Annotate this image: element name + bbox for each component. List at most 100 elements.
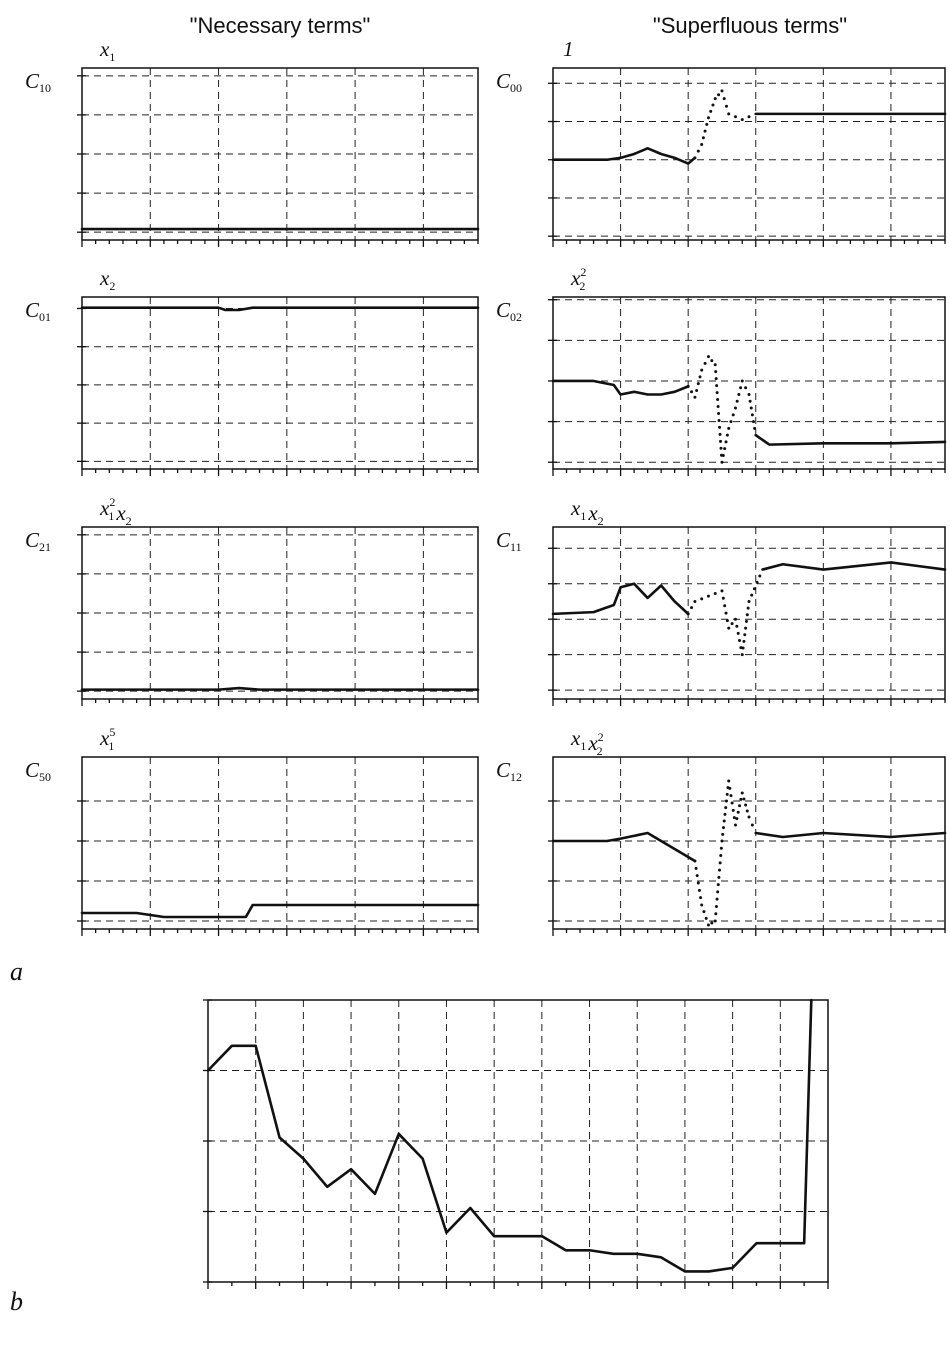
coefficient-label: C10 <box>25 69 51 95</box>
data-point <box>749 406 753 410</box>
chart-sigma <box>203 998 829 1289</box>
plot-frame <box>207 999 829 1283</box>
term-tail-subscript: 2 <box>598 514 604 528</box>
term-tail-symbol: x <box>587 501 598 525</box>
data-point <box>686 384 690 388</box>
plot-frame <box>81 756 479 930</box>
data-point <box>731 413 735 417</box>
coefficient-subscript: 50 <box>39 770 51 784</box>
term-symbol: x <box>570 266 581 290</box>
data-point <box>724 440 728 444</box>
data-point <box>700 368 704 372</box>
coefficient-label: C21 <box>25 528 51 554</box>
data-point <box>715 391 719 395</box>
data-point <box>740 653 744 657</box>
data-point <box>739 797 743 801</box>
data-point <box>713 919 717 923</box>
data-point <box>719 446 723 450</box>
data-point <box>740 379 744 383</box>
data-point <box>713 97 717 101</box>
data-point <box>700 142 704 146</box>
data-point <box>735 817 739 821</box>
term-subscript: 1 <box>580 739 586 753</box>
term-symbol: x <box>570 726 581 750</box>
data-series-line <box>754 831 947 839</box>
data-point <box>696 881 700 885</box>
data-point <box>743 633 747 637</box>
term-subscript: 1 <box>108 509 114 523</box>
data-point <box>731 808 735 812</box>
data-point <box>723 812 727 816</box>
chart-c00: C00 1 <box>496 37 947 247</box>
data-point <box>719 439 723 443</box>
data-point <box>719 854 723 858</box>
plot-frame <box>552 756 946 930</box>
data-point <box>690 390 694 394</box>
data-point <box>703 361 707 365</box>
data-point <box>735 399 739 403</box>
term-subscript: 2 <box>109 279 115 293</box>
data-point <box>739 386 743 390</box>
coefficient-symbol: C <box>25 298 40 322</box>
coefficient-label: C00 <box>496 69 522 95</box>
data-point <box>738 638 742 642</box>
data-point <box>752 587 756 591</box>
data-point <box>714 912 718 916</box>
data-series-line <box>551 379 690 396</box>
data-point <box>706 116 710 120</box>
data-series-dotted <box>693 779 754 927</box>
data-point <box>746 606 750 610</box>
data-series-line <box>754 433 947 446</box>
data-point <box>727 779 731 783</box>
data-point <box>699 896 703 900</box>
data-point <box>736 631 740 635</box>
data-point <box>710 359 714 363</box>
data-point <box>698 375 702 379</box>
data-point <box>742 639 746 643</box>
data-point <box>750 593 754 597</box>
data-point <box>718 868 722 872</box>
term-label: x5 1 <box>99 725 115 753</box>
data-point <box>722 819 726 823</box>
coefficient-symbol: C <box>25 528 40 552</box>
data-point <box>721 453 725 457</box>
data-series-line <box>206 998 813 1273</box>
data-point <box>722 97 726 101</box>
term-subscript: 1 <box>580 509 586 523</box>
coefficient-label: C02 <box>496 298 522 324</box>
data-point <box>725 792 729 796</box>
coefficient-subscript: 11 <box>510 540 522 554</box>
data-point <box>693 156 697 160</box>
data-point <box>694 866 698 870</box>
data-point <box>718 861 722 865</box>
data-point <box>727 426 731 430</box>
data-point <box>744 626 748 630</box>
term-tail-superscript: 2 <box>598 730 604 744</box>
data-point <box>720 460 724 464</box>
data-point <box>700 597 704 601</box>
data-point <box>758 574 762 578</box>
data-point <box>747 599 751 603</box>
coefficient-symbol: C <box>25 758 40 782</box>
term-label: x1 <box>99 37 115 64</box>
data-point <box>706 594 710 598</box>
data-point <box>716 398 720 402</box>
data-point <box>709 109 713 113</box>
term-tail-symbol: x <box>115 501 126 525</box>
term-tail-subscript: 2 <box>126 514 132 528</box>
coefficient-symbol: C <box>496 528 511 552</box>
data-point <box>733 617 737 621</box>
coefficient-symbol: C <box>496 69 511 93</box>
term-subscript: 2 <box>579 279 585 293</box>
data-point <box>745 809 749 813</box>
term-label: x2 <box>99 266 115 293</box>
term-symbol: x <box>99 496 110 520</box>
term-subscript: 1 <box>108 739 114 753</box>
term-subscript: 1 <box>109 50 115 64</box>
data-point <box>733 823 737 827</box>
data-point <box>717 411 721 415</box>
coefficient-subscript: 01 <box>39 310 51 324</box>
data-point <box>718 425 722 429</box>
coefficient-symbol: C <box>25 69 40 93</box>
